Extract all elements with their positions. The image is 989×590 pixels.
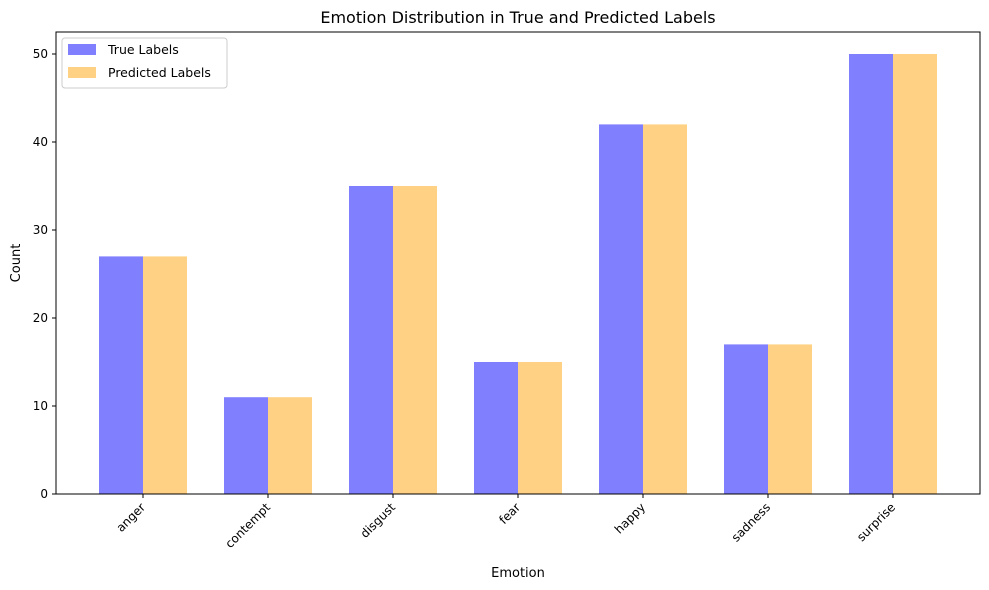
x-tick-label-anger: anger (114, 500, 149, 535)
y-tick-label: 30 (33, 223, 48, 237)
y-tick-label: 20 (33, 311, 48, 325)
bar-true-labels-fear (474, 362, 518, 494)
y-tick-label: 10 (33, 399, 48, 413)
y-tick-label: 40 (33, 135, 48, 149)
legend-swatch-true-labels (68, 44, 96, 55)
bar-predicted-labels-disgust (393, 186, 437, 494)
legend-label-true-labels: True Labels (107, 42, 179, 57)
bar-true-labels-contempt (224, 397, 268, 494)
x-tick-label-surprise: surprise (854, 500, 898, 544)
legend: True Labels Predicted Labels (61, 37, 228, 89)
y-axis: 0 10 20 30 40 50 (33, 47, 56, 501)
bar-predicted-labels-happy (643, 124, 687, 495)
y-tick-label: 50 (33, 47, 48, 61)
x-tick-label-sadness: sadness (729, 500, 773, 544)
bar-predicted-labels-sadness (768, 344, 812, 494)
x-tick-label-disgust: disgust (358, 500, 399, 541)
x-tick-label-fear: fear (496, 500, 523, 527)
bar-predicted-labels-anger (143, 256, 187, 494)
bar-true-labels-disgust (349, 186, 393, 494)
bar-true-labels-anger (99, 256, 143, 494)
y-axis-label: Count (9, 244, 24, 283)
legend-label-predicted-labels: Predicted Labels (108, 65, 211, 80)
chart-title: Emotion Distribution in True and Predict… (320, 8, 715, 27)
bar-predicted-labels-fear (518, 362, 562, 494)
bar-true-labels-happy (599, 124, 643, 495)
y-tick-label: 0 (40, 487, 48, 501)
x-axis: anger contempt disgust fear happy sadness surp… (114, 494, 898, 551)
x-tick-label-contempt: contempt (222, 500, 273, 551)
bars-layer (99, 54, 937, 495)
legend-swatch-predicted-labels (68, 67, 96, 78)
bar-true-labels-sadness (724, 344, 768, 494)
bar-predicted-labels-contempt (268, 397, 312, 494)
legend-frame (61, 37, 228, 89)
bar-predicted-labels-surprise (893, 54, 937, 494)
bar-true-labels-surprise (849, 54, 893, 494)
x-axis-label: Emotion (491, 566, 545, 581)
x-tick-label-happy: happy (612, 500, 648, 536)
